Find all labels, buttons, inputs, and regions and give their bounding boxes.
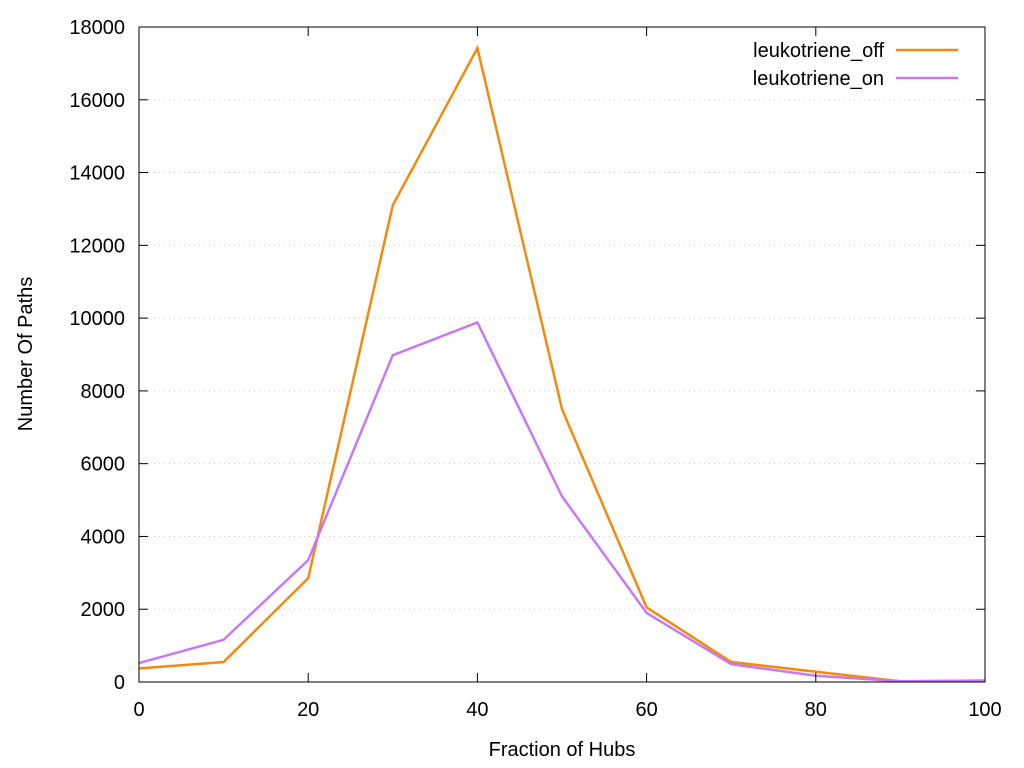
axis-ticks: 0 2000 4000 6000 8000 10000 12000 14000 16000 180… [69,17,1001,721]
series-line-leukotriene-off [138,44,986,683]
y-tick-label: 2000 [81,599,126,621]
x-tick-label: 40 [466,699,488,721]
plot-frame [138,26,986,683]
y-tick-label: 16000 [69,90,125,112]
y-axis-label: Number Of Paths [15,277,37,432]
y-tick-label: 8000 [81,381,126,403]
series-lines [138,44,986,683]
series-line-leukotriene-on [138,320,986,683]
x-tick-label: 60 [635,699,657,721]
y-tick-label: 0 [114,672,125,694]
y-tick-label: 12000 [69,235,125,257]
x-tick-label: 0 [133,699,144,721]
y-tick-label: 6000 [81,454,126,476]
y-tick-label: 18000 [69,17,125,39]
legend: leukotriene_off leukotriene_on [753,40,958,90]
grid-lines [139,99,985,610]
legend-label: leukotriene_on [753,68,884,90]
x-tick-label: 20 [297,699,319,721]
y-tick-label: 4000 [81,526,126,548]
y-tick-label: 10000 [69,308,125,330]
x-tick-label: 100 [968,699,1001,721]
x-axis-label: Fraction of Hubs [489,739,636,761]
x-tick-label: 80 [805,699,827,721]
y-tick-label: 14000 [69,163,125,185]
legend-label: leukotriene_off [753,40,884,62]
